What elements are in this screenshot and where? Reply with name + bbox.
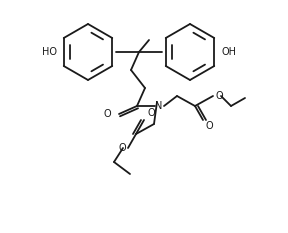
Text: O: O <box>206 121 214 131</box>
Text: O: O <box>103 109 111 119</box>
Text: OH: OH <box>221 47 236 57</box>
Text: N: N <box>155 101 163 111</box>
Text: O: O <box>148 108 156 118</box>
Text: O: O <box>215 91 223 101</box>
Text: O: O <box>118 143 126 153</box>
Text: HO: HO <box>42 47 57 57</box>
